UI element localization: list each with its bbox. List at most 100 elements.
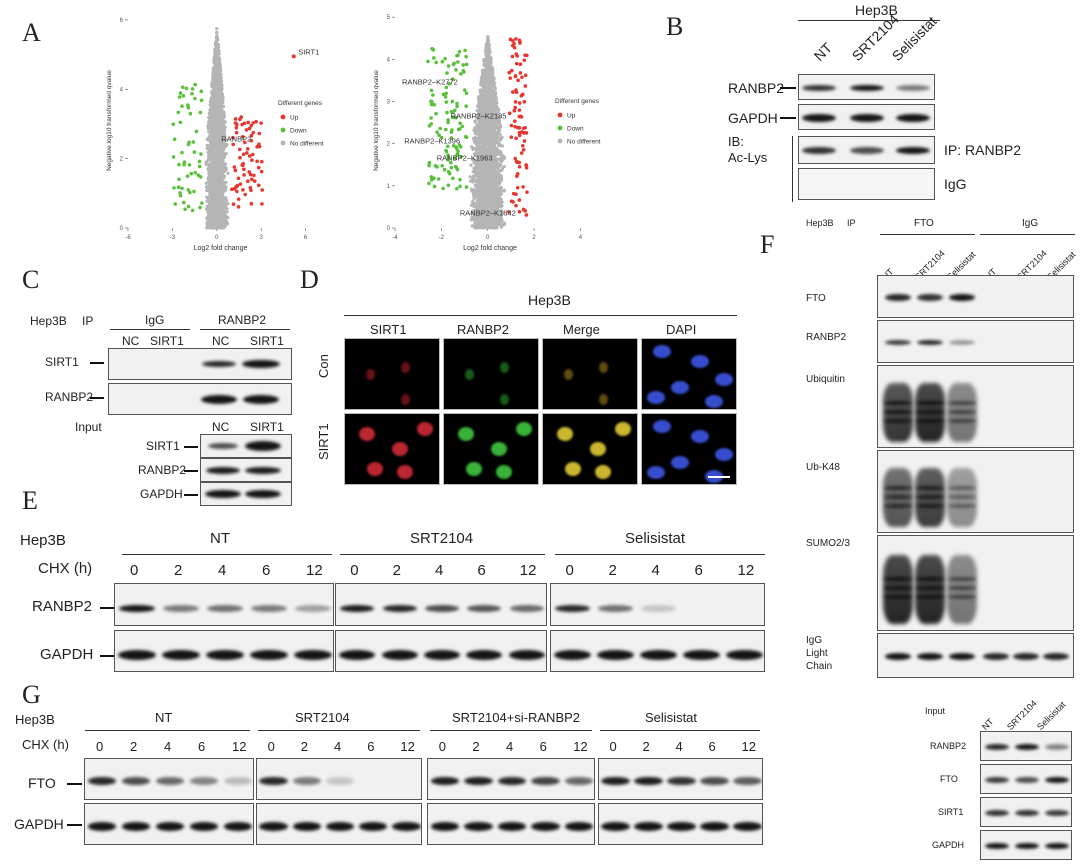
point-none [217,164,221,168]
point-up [243,140,247,145]
point-down [190,91,194,96]
point-up [259,159,264,164]
point-down [172,186,176,190]
point-none [204,160,208,164]
x-tick-label: 0 [486,235,490,241]
point-none [218,222,222,226]
point-none [495,101,499,105]
point-down [192,189,196,194]
point-none [493,86,497,90]
point-none [217,65,221,69]
point-up [252,173,256,178]
point-none [216,152,220,157]
legend-swatch [280,140,286,146]
point-none [212,117,216,121]
point-up [248,185,253,190]
point-up [247,126,252,131]
point-none [218,182,223,186]
point-none [488,59,492,63]
panel-label-g: G [22,680,41,709]
point-none [217,51,221,55]
point-down [177,95,182,99]
point-none [212,196,216,200]
points [171,27,265,230]
point-none [212,206,216,210]
point-none [217,68,221,72]
x-tick-label: -4 [392,235,398,241]
point-down [194,129,199,134]
point-none [217,130,222,134]
point-up [257,131,262,136]
point-none [214,41,218,45]
point-none [492,101,496,105]
point-down [180,150,184,155]
point-none [224,204,228,208]
point-none [210,130,215,134]
point-none [216,204,220,208]
point-none [206,180,210,184]
point-none [212,165,216,169]
point-none [218,176,222,180]
x-tick-label: 3 [260,235,264,241]
point-none [211,96,215,100]
point-none [209,114,213,118]
point-none [215,30,219,35]
point-none [211,107,215,111]
point-none [206,224,210,228]
point-none [214,157,218,161]
point-none [219,116,223,120]
legend-title: Different genes [278,100,323,107]
point-none [219,123,223,128]
point-down [184,86,189,91]
point-up [251,121,256,125]
point-down [185,174,190,179]
point-none [226,202,230,206]
point-up [245,151,249,155]
point-none [214,101,218,105]
point-none [223,222,228,226]
point-none [206,127,211,131]
point-none [211,191,215,195]
legend-swatch [280,114,286,120]
point-none [492,104,496,108]
point-none [218,145,222,149]
point-none [215,94,219,98]
y-tick-label: 3 [387,100,391,106]
point-none [207,111,211,116]
point-none [222,119,226,124]
point-none [216,74,220,78]
x-tick-label: -6 [125,235,131,241]
point-up [235,189,239,194]
point-down [196,173,201,177]
point-none [213,63,217,68]
point-none [219,148,223,152]
point-none [211,147,215,151]
point-up [251,130,256,135]
point-up [242,121,247,126]
x-tick-label: 4 [579,235,583,241]
point-none [219,76,223,80]
point-none [208,221,212,225]
point-up [234,122,239,127]
point-none [220,198,224,203]
point-down [180,85,185,90]
x-axis-label: Log2 fold change [463,245,517,252]
x-axis-label: Log2 fold change [194,245,248,252]
point-up [232,186,237,191]
point-none [213,55,218,59]
y-tick-label: 2 [387,142,391,148]
point-none [221,100,225,104]
point-none [217,225,222,229]
point-none [211,104,215,108]
point-none [207,170,211,174]
point-none [221,190,225,194]
point-down [200,201,204,205]
point-none [223,215,227,219]
point-down [178,120,183,125]
point-up [247,170,251,174]
point-down [193,96,197,101]
point-none [220,110,224,114]
point-none [220,176,225,181]
point-none [486,37,490,41]
